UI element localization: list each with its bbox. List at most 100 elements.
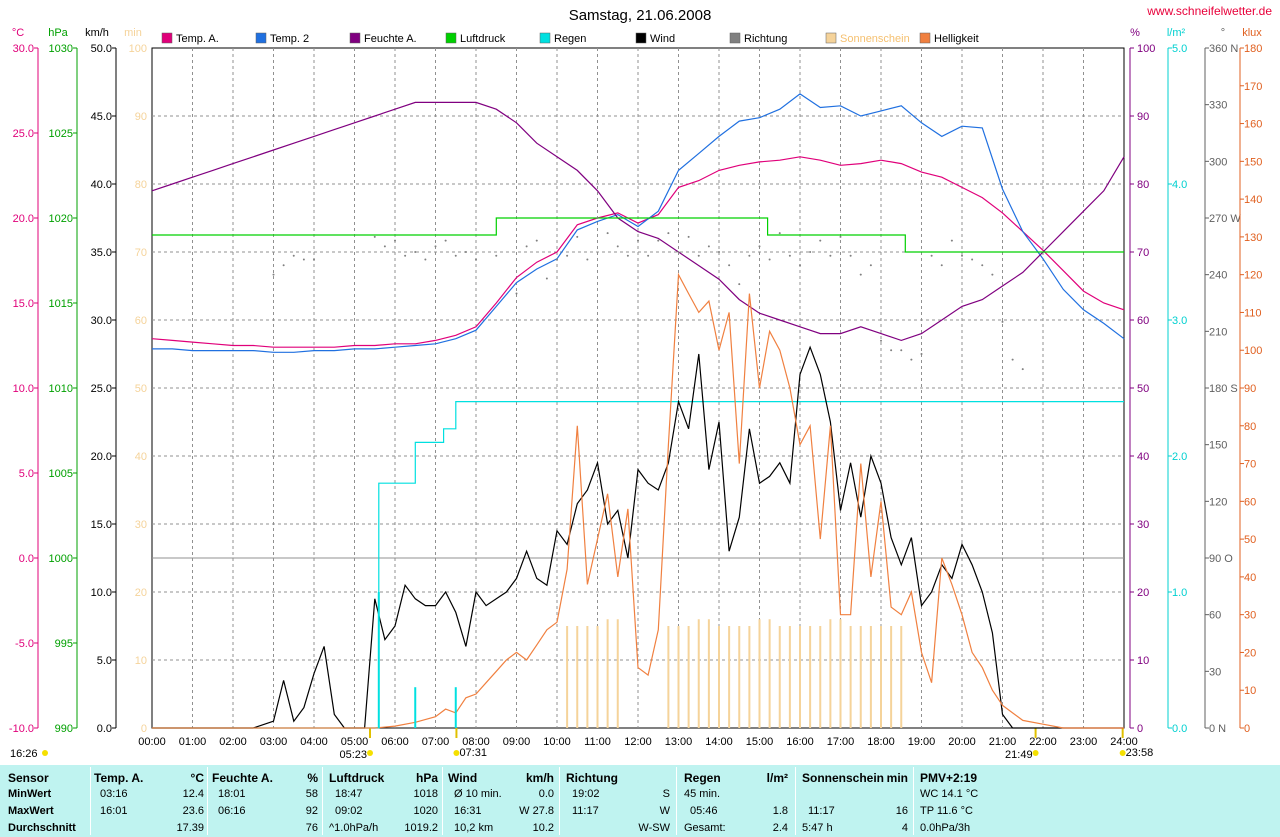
series-line-temp-a-	[151, 156, 1125, 348]
axis-tick-label-wind: 25.0	[91, 383, 112, 395]
stats-pmv-title: PMV+2:19	[920, 771, 978, 785]
stats-sun-r3-time: 5:47 h	[802, 822, 833, 834]
direction-point	[515, 292, 518, 295]
x-tick-label: 11:00	[584, 736, 611, 748]
direction-point	[464, 251, 467, 253]
x-tick-label: 06:00	[381, 736, 409, 748]
stats-dir-avg: W-SW	[638, 822, 670, 834]
stats-col-hum: Feuchte A. % 18:01 58 06:16 92 76	[212, 765, 318, 837]
direction-point	[839, 235, 842, 238]
axis-tick-label-lux: 30	[1244, 610, 1256, 622]
axis-tick-label-lux: 110	[1244, 307, 1262, 319]
stats-press-title: Luftdruck	[329, 771, 385, 785]
axis-unit-wind: km/h	[85, 27, 109, 39]
axis-tick-label-press: 1000	[49, 553, 73, 565]
direction-point	[282, 264, 285, 267]
axis-tick-label-hum: 30	[1137, 519, 1149, 531]
axis-tick-label-lux: 50	[1244, 534, 1256, 546]
axis-tick-label-hum: 20	[1137, 587, 1149, 599]
direction-point	[991, 273, 994, 276]
stats-wind-title: Wind	[448, 771, 478, 785]
axis-tick-label-temp: 20.0	[13, 213, 34, 225]
stats-hum-unit: %	[307, 771, 318, 785]
direction-point	[444, 239, 447, 242]
x-tick-label: 00:00	[138, 736, 166, 748]
stats-col-sun: Sonnenschein min 11:17 16 5:47 h 4	[802, 765, 908, 837]
direction-point	[657, 239, 660, 242]
axis-tick-label-sun: 60	[135, 315, 147, 327]
x-tick-label: 10:00	[543, 736, 571, 748]
direction-point	[1001, 320, 1004, 323]
axis-tick-label-dir: 330	[1209, 100, 1227, 112]
direction-point	[556, 258, 558, 261]
axis-tick-label-sun: 40	[135, 451, 147, 463]
axis-tick-label-wind: 20.0	[91, 451, 112, 463]
axis-tick-label-hum: 80	[1137, 179, 1149, 191]
stats-dir-title: Richtung	[566, 771, 618, 785]
direction-point	[981, 264, 984, 267]
stats-sun-r2-val: 16	[895, 805, 908, 817]
stats-col-dir: Richtung 19:02 S 11:17 W W-SW	[566, 765, 670, 837]
direction-point	[383, 245, 386, 248]
axis-tick-label-dir: 300	[1209, 156, 1227, 168]
direction-point	[809, 251, 812, 253]
stats-hum-min-val: 58	[305, 788, 318, 800]
legend-label: Sonnenschein	[840, 33, 910, 45]
direction-point	[454, 254, 457, 257]
direction-point	[930, 254, 933, 257]
stats-sun-title: Sonnenschein	[802, 771, 885, 785]
stats-temp-max-time: 16:01	[100, 805, 128, 817]
direction-point	[758, 245, 761, 248]
direction-point	[424, 258, 427, 261]
axis-tick-label-temp: -5.0	[15, 638, 34, 650]
direction-point	[971, 258, 974, 261]
sun-icon	[453, 750, 460, 756]
sun-icon	[1119, 750, 1126, 756]
legend-swatch	[349, 32, 361, 44]
legend-label: Regen	[554, 33, 586, 45]
direction-point	[535, 239, 538, 242]
stats-wind-r1-label: Ø 10 min.	[454, 788, 502, 800]
stats-wind-max-time: 16:31	[454, 805, 482, 817]
stats-sun-unit: min	[886, 771, 908, 785]
axis-tick-label-sun: 30	[135, 519, 147, 531]
direction-point	[566, 254, 569, 257]
legend-swatch	[825, 32, 837, 44]
x-tick-label: 24:00	[1110, 736, 1138, 748]
direction-point	[961, 254, 963, 257]
series-line-temp-2	[152, 93, 1125, 353]
stats-temp-min-val: 12.4	[182, 788, 204, 800]
axis-tick-label-wind: 10.0	[91, 587, 112, 599]
direction-point	[677, 251, 680, 253]
axis-tick-label-press: 1020	[49, 213, 73, 225]
weather-chart: 00:00 01:00 02:00 03:00 04:00 05:00 06:00 07:00…	[9, 7, 1262, 761]
series-line-feuchte-a-	[151, 101, 1125, 342]
axis-tick-label-wind: 35.0	[91, 247, 112, 259]
axis-tick-label-dir: 360 N	[1209, 43, 1238, 55]
direction-point	[373, 235, 376, 238]
direction-point	[748, 254, 751, 257]
clock-label: 16:26	[10, 748, 38, 760]
direction-point	[637, 239, 639, 242]
axis-tick-label-sun: 80	[135, 179, 147, 191]
stats-rain-total-label: Gesamt:	[684, 822, 726, 834]
axis-tick-label-press: 1025	[49, 128, 73, 140]
site-link[interactable]: www.schneifelwetter.de	[1147, 4, 1272, 18]
x-tick-label: 13:00	[665, 736, 693, 748]
axis-tick-label-dir: 150	[1209, 440, 1227, 452]
axis-tick-label-sun: 20	[135, 587, 147, 599]
stats-temp-unit: °C	[190, 771, 204, 785]
direction-point	[738, 283, 741, 286]
axis-tick-label-hum: 90	[1137, 111, 1149, 123]
x-tick-label: 12:00	[624, 736, 652, 748]
axis-tick-label-hum: 40	[1137, 451, 1149, 463]
stats-col-wind: Wind km/h Ø 10 min. 0.0 16:31 W 27.8 10,…	[448, 765, 554, 837]
direction-point	[1011, 358, 1014, 361]
direction-point	[414, 251, 417, 253]
x-tick-label: 21:00	[989, 736, 1017, 748]
axis-tick-label-rain: 3.0	[1172, 315, 1187, 327]
direction-point	[586, 258, 589, 261]
legend-swatch	[919, 32, 931, 44]
axis-tick-label-temp: 30.0	[13, 43, 34, 55]
axis-tick-label-rain: 1.0	[1172, 587, 1187, 599]
